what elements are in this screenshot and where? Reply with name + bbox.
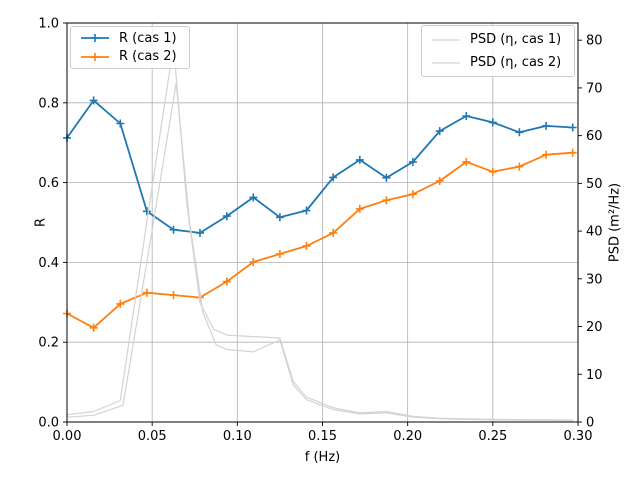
x-tick-label: 0.15: [308, 429, 337, 444]
x-tick-label: 0.20: [393, 429, 422, 444]
legend-line-sample: [81, 52, 109, 61]
left-y-tick-label: 0.8: [38, 96, 59, 111]
legend-line-sample: [432, 61, 460, 64]
legend-line-sample: [81, 34, 109, 43]
right-y-tick-label: 30: [586, 272, 603, 287]
plus-marker-icon: [91, 52, 99, 61]
legend-label: PSD (η, cas 1): [470, 32, 562, 47]
legend-label: R (cas 1): [119, 30, 177, 46]
left-y-tick-label: 0.4: [38, 256, 59, 271]
right-y-axis-label: PSD (m²/Hz): [608, 183, 623, 262]
legend-entry-r-cas-2: R (cas 2): [80, 49, 180, 64]
legend-line-sample: [432, 38, 460, 41]
legend-entry-r-cas-1: R (cas 1): [80, 31, 180, 46]
legend-entry-psd-cas-1: PSD (η, cas 1): [431, 32, 565, 47]
x-tick-label: 0.10: [223, 429, 252, 444]
legend-psd: PSD (η, cas 1) PSD (η, cas 2): [421, 25, 575, 77]
right-y-tick-label: 10: [586, 368, 603, 383]
x-axis-label: f (Hz): [305, 450, 340, 465]
right-y-tick-label: 40: [586, 225, 603, 240]
right-y-tick-label: 50: [586, 177, 603, 192]
legend-r: R (cas 1) R (cas 2): [70, 26, 190, 69]
x-tick-label: 0.30: [564, 429, 593, 444]
right-y-tick-label: 0: [586, 416, 594, 431]
left-y-tick-label: 0.6: [38, 176, 59, 191]
right-y-tick-label: 20: [586, 320, 603, 335]
series-r-cas-1-: [63, 96, 577, 237]
left-y-tick-label: 1.0: [38, 17, 59, 32]
plus-markers: [63, 96, 577, 237]
legend-entry-psd-cas-2: PSD (η, cas 2): [431, 55, 565, 70]
x-tick-label: 0.00: [53, 429, 82, 444]
right-y-tick-label: 80: [586, 34, 603, 49]
plus-marker-icon: [91, 34, 99, 43]
left-y-tick-label: 0.0: [38, 416, 59, 431]
right-y-tick-label: 60: [586, 129, 603, 144]
left-y-tick-label: 0.2: [38, 336, 59, 351]
x-tick-label: 0.05: [138, 429, 167, 444]
legend-label: R (cas 2): [119, 49, 177, 65]
series-psd-cas-2-: [66, 82, 574, 422]
right-y-tick-label: 70: [586, 81, 603, 96]
x-tick-label: 0.25: [478, 429, 507, 444]
series-psd-cas-1-: [66, 44, 574, 421]
tick-labels: 0.00 0.05 0.10 0.15 0.20 0.25 0.30 0.0 0.2 0.4 0.6…: [38, 17, 602, 445]
grid-lines: [66, 22, 579, 423]
tick-marks: [63, 22, 582, 426]
legend-label: PSD (η, cas 2): [470, 55, 562, 70]
left-y-axis-label: R: [34, 218, 49, 227]
